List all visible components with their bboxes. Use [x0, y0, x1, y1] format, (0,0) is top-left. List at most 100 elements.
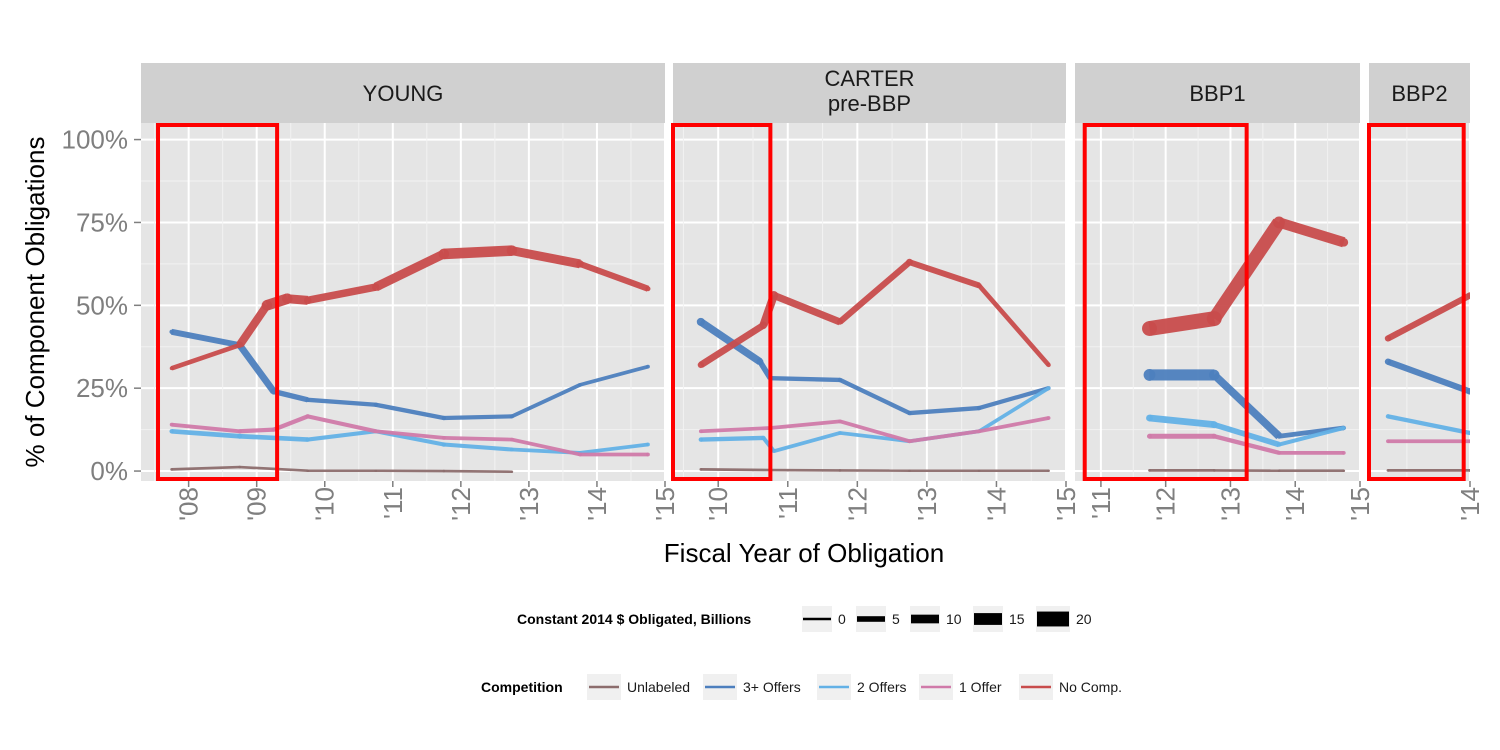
x-tick-label: '10 — [310, 487, 340, 521]
series-point — [441, 415, 447, 421]
series-line — [1386, 439, 1470, 444]
series-point — [1466, 388, 1470, 395]
size-legend-swatch — [911, 614, 939, 624]
series-point — [1273, 216, 1285, 229]
series-point — [1341, 450, 1346, 455]
series-segment — [1387, 414, 1470, 436]
series-point — [838, 419, 842, 424]
series-line — [1385, 414, 1470, 436]
series-line — [1384, 292, 1470, 342]
size-legend-label: 10 — [946, 611, 962, 627]
series-point — [907, 439, 912, 444]
series-point — [977, 469, 981, 473]
series-point — [169, 429, 174, 434]
x-tick-label: '11 — [1086, 487, 1116, 519]
series-point — [1386, 439, 1390, 444]
size-legend-swatch — [803, 617, 831, 621]
color-legend-title: Competition — [481, 679, 563, 695]
x-tick-label: '14 — [1455, 487, 1485, 521]
color-legend-label: Unlabeled — [627, 679, 690, 695]
series-point — [306, 469, 310, 473]
series-line — [169, 245, 651, 371]
series-segment — [307, 283, 377, 305]
series-point — [303, 296, 312, 305]
size-legend-swatch — [1037, 611, 1069, 627]
series-segment — [579, 442, 649, 455]
series-line — [169, 414, 650, 457]
series-point — [646, 364, 650, 369]
highlight-box — [1367, 123, 1466, 481]
series-point — [771, 449, 776, 454]
size-legend-swatch — [974, 613, 1002, 625]
facet-strip-label: BBP1 — [1189, 81, 1245, 106]
series-point — [977, 429, 981, 434]
series-point — [373, 429, 378, 434]
series-point — [372, 283, 380, 291]
series-segment — [770, 419, 841, 430]
series-point — [509, 414, 514, 419]
series-segment — [443, 414, 512, 421]
series-point — [1276, 442, 1282, 447]
x-tick-label: '14 — [981, 487, 1011, 521]
series-point — [169, 329, 174, 335]
panel-series — [169, 245, 651, 473]
x-tick-label: '15 — [650, 487, 680, 521]
x-tick-label: '12 — [446, 487, 476, 521]
series-segment — [909, 429, 980, 444]
facet-strip-label: BBP2 — [1391, 81, 1447, 106]
series-point — [510, 470, 514, 473]
series-point — [1341, 426, 1346, 430]
highlight-box — [156, 123, 280, 481]
series-point — [374, 469, 378, 473]
color-legend-label: 3+ Offers — [743, 679, 801, 695]
series-segment — [511, 383, 581, 419]
color-legend-label: No Comp. — [1059, 679, 1122, 695]
x-tick-label: '11 — [773, 487, 803, 519]
series-point — [908, 469, 911, 473]
highlight-box — [1082, 123, 1249, 481]
series-point — [578, 383, 582, 387]
series-segment — [772, 292, 842, 326]
series-segment — [239, 465, 308, 473]
series-segment — [770, 376, 840, 383]
series-point — [373, 402, 378, 407]
series-segment — [977, 283, 1051, 367]
series-segment — [443, 442, 513, 452]
y-axis-title: % of Component Obligations — [20, 137, 50, 468]
series-segment — [375, 402, 445, 421]
series-segment — [443, 469, 512, 473]
series-segment — [700, 426, 771, 434]
x-tick-label: '13 — [1215, 487, 1245, 521]
x-axis-title: Fiscal Year of Obligation — [664, 538, 944, 568]
x-tick-label: '12 — [842, 487, 872, 521]
series-segment — [698, 322, 766, 368]
color-legend-label: 1 Offer — [959, 679, 1002, 695]
series-point — [169, 422, 174, 427]
series-segment — [579, 364, 649, 387]
series-point — [237, 433, 243, 439]
series-segment — [511, 246, 581, 269]
series-point — [646, 452, 650, 457]
y-tick-label: 50% — [76, 290, 128, 320]
color-legend: Competition Unlabeled 3+ Offers 2 Offers 1 … — [481, 674, 1122, 700]
series-line — [1386, 469, 1470, 472]
series-point — [1467, 430, 1470, 436]
series-point — [1339, 237, 1349, 247]
series-point — [305, 397, 310, 402]
series-point — [1384, 335, 1392, 342]
highlight-box — [671, 123, 773, 481]
series-point — [510, 437, 514, 442]
series-point — [1276, 433, 1282, 439]
facet-strip — [1369, 63, 1470, 123]
series-point — [1046, 386, 1051, 391]
series-point — [1143, 369, 1156, 381]
facet-strip — [141, 63, 665, 123]
series-point — [906, 258, 913, 266]
facet-strip-label: CARTER — [824, 66, 914, 91]
series-segment — [978, 386, 1050, 411]
series-line — [170, 465, 514, 473]
series-segment — [700, 435, 764, 442]
series-point — [1146, 433, 1152, 439]
